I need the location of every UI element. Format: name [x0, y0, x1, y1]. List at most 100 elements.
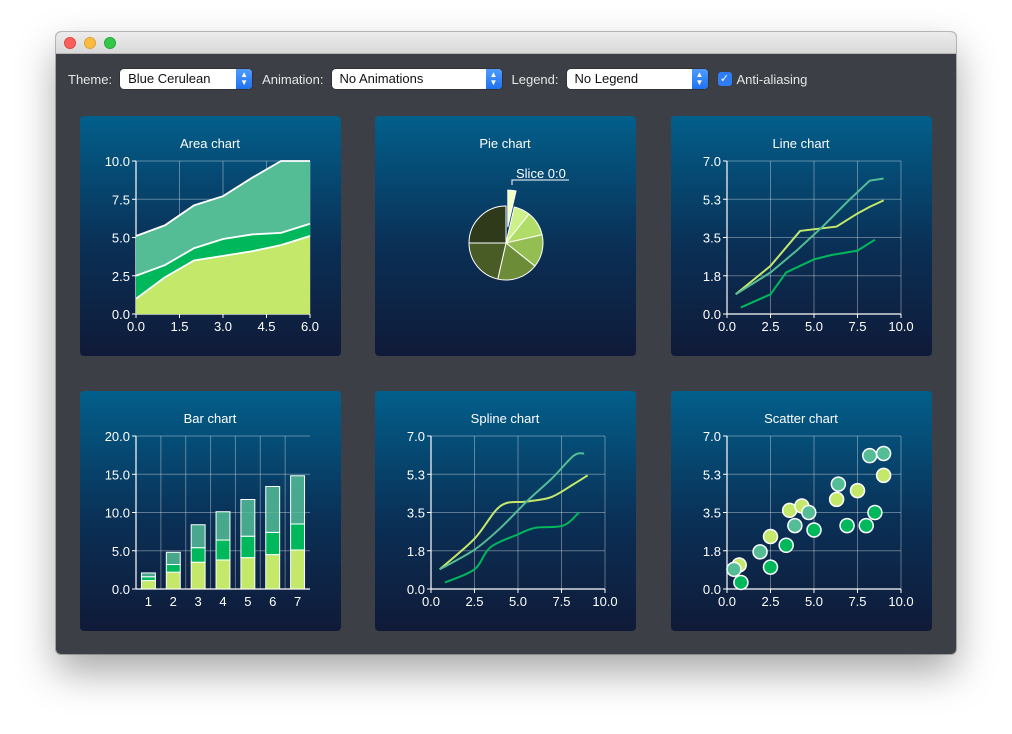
y-tick-label: 7.0 [703, 429, 721, 444]
theme-select[interactable]: Blue Cerulean ▲ ▼ [120, 69, 253, 89]
x-tick-label: 6 [269, 594, 276, 609]
y-tick-label: 0.0 [703, 307, 721, 322]
bar-segment [165, 564, 181, 573]
scatter-point [858, 517, 874, 534]
y-tick-label: 10.0 [105, 506, 130, 521]
chart-title: Scatter chart [764, 411, 838, 426]
scatter-point [801, 504, 817, 521]
checkmark-icon: ✓ [719, 73, 730, 85]
scatter-point [726, 561, 742, 578]
bar-segment [240, 498, 256, 537]
line-series-3 [735, 177, 884, 296]
y-tick-label: 1.8 [703, 269, 721, 284]
scatter-point [806, 522, 822, 538]
area-series-1 [136, 235, 310, 314]
bar-segment [190, 524, 206, 549]
spline-chart-panel: Spline chart 0.0 1.8 3.5 5.3 7.0 0.0 2.5 5.0 7.5 1… [375, 391, 636, 631]
bar-segment [140, 580, 156, 590]
x-tick-label: 6.0 [301, 319, 319, 334]
scatter-point [762, 528, 779, 545]
area-series-boundary-1 [135, 235, 311, 300]
zoom-window-button[interactable] [104, 37, 116, 49]
y-tick-label: 0.0 [703, 582, 721, 597]
spline-series-3 [439, 452, 585, 571]
pie-chart: Pie chart Slice 0:0 [468, 136, 569, 281]
legend-select[interactable]: No Legend ▲ ▼ [566, 69, 708, 89]
pie-chart-panel: Pie chart Slice 0:0 [375, 116, 636, 356]
x-tick-label: 2.5 [761, 594, 779, 609]
chart-title: Bar chart [184, 411, 237, 426]
bar-segment [215, 559, 231, 590]
animation-select-value: No Animations [339, 71, 424, 86]
x-tick-label: 3.0 [214, 319, 232, 334]
pie-slice-6 [468, 205, 507, 244]
scatter-point [867, 504, 883, 521]
toolbar: Theme: Blue Cerulean ▲ ▼ Animation: No An… [68, 68, 807, 90]
close-window-button[interactable] [64, 37, 76, 49]
title-bar [56, 32, 956, 54]
scatter-point [787, 517, 803, 534]
main-window: Theme: Blue Cerulean ▲ ▼ Animation: No An… [56, 32, 956, 654]
theme-select-value: Blue Cerulean [128, 71, 211, 86]
y-tick-label: 1.8 [407, 544, 425, 559]
area-series-2 [136, 223, 310, 299]
antialias-checkbox[interactable]: ✓ [717, 72, 732, 86]
x-tick-label: 0.0 [718, 319, 736, 334]
bar-chart-panel: Bar chart 0.0 5.0 10.0 15.0 20.0 1 2 3 4 5 6 7 [80, 391, 341, 631]
scatter-chart: Scatter chart 0.0 1.8 3.5 5.3 7.0 0.0 2.5 5.0 7.5… [703, 411, 914, 609]
pie-slice-0 [507, 189, 517, 228]
x-tick-label: 5.0 [805, 594, 823, 609]
line-series-2 [740, 238, 876, 309]
bar-chart: Bar chart 0.0 5.0 10.0 15.0 20.0 1 2 3 4 5 6 7 [105, 411, 310, 609]
y-tick-label: 3.5 [703, 231, 721, 246]
pie-slice-5 [468, 242, 507, 280]
animation-select[interactable]: No Animations ▲ ▼ [331, 69, 502, 89]
x-tick-label: 10.0 [592, 594, 617, 609]
pie-slice-4 [497, 242, 536, 281]
y-tick-label: 3.5 [703, 506, 721, 521]
y-tick-label: 0.0 [112, 582, 130, 597]
y-tick-label: 2.5 [112, 269, 130, 284]
scatter-point [733, 574, 749, 591]
scatter-point [875, 467, 892, 484]
x-tick-label: 5 [244, 594, 251, 609]
chevron-updown-icon: ▲ ▼ [236, 69, 253, 89]
theme-label: Theme: [68, 71, 113, 87]
y-tick-label: 20.0 [105, 429, 130, 444]
x-tick-label: 5.0 [509, 594, 527, 609]
x-tick-label: 5.0 [805, 319, 823, 334]
y-tick-label: 0.0 [112, 307, 130, 322]
x-tick-label: 4 [219, 594, 226, 609]
x-tick-label: 3 [195, 594, 202, 609]
bar-segment [290, 549, 306, 590]
bar-segment [265, 554, 281, 590]
x-tick-label: 7.5 [848, 594, 866, 609]
x-tick-label: 0.0 [127, 319, 145, 334]
bar-segment [190, 547, 206, 563]
bar-segment [265, 531, 281, 556]
y-tick-label: 5.0 [112, 231, 130, 246]
antialias-label[interactable]: Anti-aliasing [736, 71, 808, 87]
bar-segment [140, 576, 156, 582]
scatter-chart-panel: Scatter chart 0.0 1.8 3.5 5.3 7.0 0.0 2.5 5.0 7.5… [671, 391, 932, 631]
x-tick-label: 10.0 [888, 594, 913, 609]
x-tick-label: 7.5 [848, 319, 866, 334]
scatter-point [762, 559, 779, 575]
bar-segment [240, 557, 256, 590]
x-tick-label: 1.5 [170, 319, 188, 334]
chart-title: Spline chart [471, 411, 540, 426]
scatter-point [849, 482, 866, 499]
chevron-updown-icon: ▲ ▼ [691, 69, 708, 89]
chart-title: Line chart [772, 136, 829, 151]
scatter-point [828, 491, 845, 508]
scatter-point [752, 544, 768, 560]
x-tick-label: 10.0 [888, 319, 913, 334]
minimize-window-button[interactable] [84, 37, 96, 49]
y-tick-label: 7.0 [703, 154, 721, 169]
x-tick-label: 7.5 [552, 594, 570, 609]
x-tick-label: 1 [145, 594, 152, 609]
line-chart-panel: Line chart 0.0 1.8 3.5 5.3 7.0 0.0 2.5 5.0 7.5 10.… [671, 116, 932, 356]
scatter-point [778, 537, 794, 554]
y-tick-label: 10.0 [105, 154, 130, 169]
spline-series-1 [439, 474, 589, 571]
